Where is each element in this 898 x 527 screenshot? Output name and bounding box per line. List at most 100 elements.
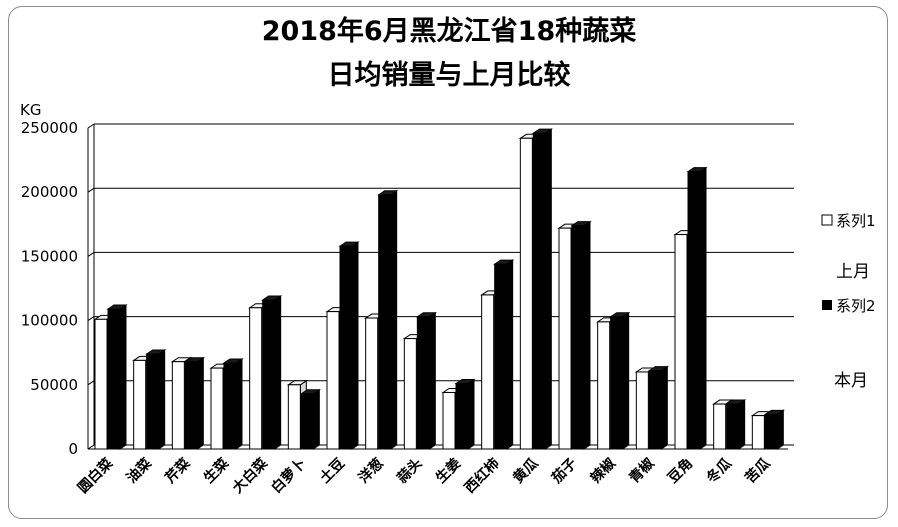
gridline-side <box>87 316 95 322</box>
bar-2 <box>531 128 553 450</box>
x-tick-label: 苦瓜 <box>742 455 774 487</box>
bar-side <box>583 220 591 450</box>
bar-side <box>622 311 630 450</box>
bar-front <box>249 307 263 450</box>
bar-2 <box>106 304 128 450</box>
x-tick-label: 生菜 <box>200 454 233 487</box>
bar-front <box>726 403 740 450</box>
bar-front <box>146 353 160 450</box>
bar-2 <box>493 259 515 450</box>
x-tick-label: 大白菜 <box>229 454 271 496</box>
bar-front <box>416 316 430 450</box>
x-tick-label: 圆白菜 <box>74 454 116 496</box>
bar-front <box>597 321 611 450</box>
bar-front <box>494 263 508 450</box>
y-tick-label: 50000 <box>30 376 78 394</box>
x-tick-label: 豆角 <box>664 455 696 487</box>
bar-front <box>94 318 108 450</box>
x-tick-label: 西红柿 <box>461 455 503 497</box>
bar-side <box>699 166 707 450</box>
bar-front <box>171 361 185 450</box>
x-tick-label: 生姜 <box>432 455 464 487</box>
bar-2 <box>686 166 708 450</box>
gridline-side <box>87 380 95 386</box>
bar-front <box>713 403 727 450</box>
bar-2 <box>647 365 669 450</box>
bar-2 <box>454 378 476 450</box>
bar-front <box>262 299 276 450</box>
bar-side <box>274 295 282 450</box>
bar-side <box>312 388 320 450</box>
gridline-side <box>87 187 95 193</box>
bar-2 <box>725 399 747 450</box>
bar-front <box>133 359 147 450</box>
bar-front <box>403 338 417 450</box>
x-tick-label: 土豆 <box>316 455 348 487</box>
bar-front <box>558 227 572 450</box>
bar-front <box>519 137 533 450</box>
bar-front <box>326 311 340 450</box>
bar-2 <box>299 388 321 450</box>
bar-front <box>442 392 456 450</box>
bar-front <box>339 245 353 450</box>
chart-title-line-1: 2018年6月黑龙江省18种蔬菜 <box>262 15 637 47</box>
legend-swatch-series-2 <box>822 300 832 310</box>
bar-side <box>544 128 552 450</box>
x-tick-label: 黄瓜 <box>510 455 542 487</box>
legend-label-series-1: 系列1 <box>836 212 876 230</box>
y-tick-label: 150000 <box>21 247 78 265</box>
bar-front <box>481 294 495 450</box>
annotation-this-month: 本月 <box>834 371 868 391</box>
chart-title-line-2: 日均销量与上月比较 <box>328 59 571 91</box>
bar-side <box>119 304 127 450</box>
y-tick-label: 0 <box>68 440 78 458</box>
y-axis-unit: KG <box>20 101 41 119</box>
x-tick-label: 青椒 <box>626 455 658 487</box>
bar-side <box>158 349 166 450</box>
bar-side <box>428 311 436 450</box>
bar-front <box>378 194 392 450</box>
bar-front <box>648 370 662 450</box>
x-tick-label: 蒜头 <box>394 455 426 487</box>
bar-front <box>365 317 379 450</box>
bar-front <box>210 367 224 450</box>
x-tick-label: 茄子 <box>548 455 581 488</box>
bar-2 <box>415 311 437 450</box>
x-tick-label: 油菜 <box>123 454 156 487</box>
bar-front <box>532 132 546 450</box>
bar-side <box>351 241 359 450</box>
bar-front <box>184 361 198 450</box>
y-tick-label: 200000 <box>21 183 78 201</box>
x-tick-label: 白萝卜 <box>268 455 310 497</box>
bar-front <box>610 316 624 450</box>
bar-front <box>751 415 765 450</box>
bar-side <box>660 365 668 450</box>
bar-front <box>674 234 688 450</box>
x-tick-label: 冬瓜 <box>703 455 735 487</box>
gridline-side <box>87 444 95 450</box>
bar-2 <box>145 349 167 450</box>
annotation-last-month: 上月 <box>836 262 870 282</box>
bar-front <box>300 393 314 450</box>
bar-side <box>738 399 746 450</box>
bar-side <box>235 358 243 450</box>
bar-front <box>764 413 778 450</box>
bar-front <box>455 383 469 450</box>
bar-side <box>467 378 475 450</box>
y-tick-label: 100000 <box>21 312 78 330</box>
bar-side <box>506 259 514 450</box>
bar-2 <box>377 189 399 450</box>
bar-front <box>287 384 301 450</box>
legend-swatch-series-1 <box>821 214 833 226</box>
bar-side <box>196 356 204 450</box>
bar-2 <box>338 241 360 450</box>
bar-front <box>635 371 649 450</box>
bar-2 <box>222 358 244 450</box>
bar-2 <box>261 295 283 450</box>
gridline-side <box>87 123 95 129</box>
bar-front <box>223 362 237 450</box>
bar-front <box>571 225 585 450</box>
bar-2 <box>570 220 592 450</box>
x-tick-label: 洋葱 <box>355 455 387 487</box>
